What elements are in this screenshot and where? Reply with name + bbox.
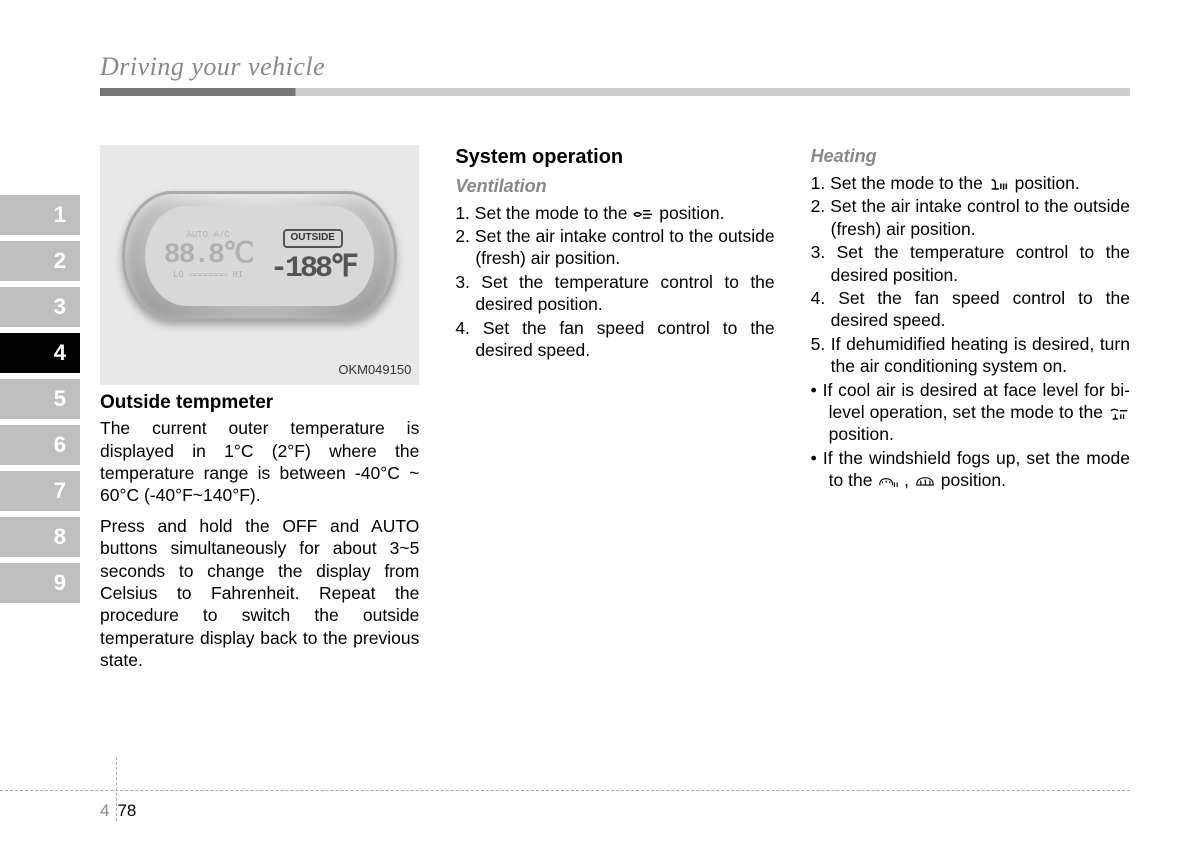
heat-step-4: 4. Set the fan speed control to the desi… xyxy=(811,287,1130,332)
outside-temp-value: -188℉ xyxy=(270,250,356,288)
tab-4[interactable]: 4 xyxy=(0,333,80,373)
heat-step-1: 1. Set the mode to the position. xyxy=(811,172,1130,194)
column-3: Heating 1. Set the mode to the position.… xyxy=(811,145,1130,680)
vent-step-1a: 1. Set the mode to the xyxy=(455,203,632,223)
tab-1[interactable]: 1 xyxy=(0,195,80,235)
lcd-right-cluster: OUTSIDE -188℉ xyxy=(270,223,356,288)
heat-step-1a: 1. Set the mode to the xyxy=(811,173,988,193)
set-temp-value: 88.8℃ xyxy=(164,241,253,272)
heating-notes: If cool air is desired at face level for… xyxy=(811,379,1130,492)
footer-rule xyxy=(0,790,1130,791)
climate-display-figure: AUTO A/C 88.8℃ LO ▭▭▭▭▭▭▭ HI OUTSIDE -18… xyxy=(100,145,419,385)
ventilation-steps: 1. Set the mode to the position. 2. Set … xyxy=(455,202,774,362)
heating-steps: 1. Set the mode to the position. 2. Set … xyxy=(811,172,1130,378)
tab-5[interactable]: 5 xyxy=(0,379,80,419)
tab-3[interactable]: 3 xyxy=(0,287,80,327)
page-number: 4 78 xyxy=(100,801,1130,821)
face-vent-icon xyxy=(632,208,654,221)
tab-6[interactable]: 6 xyxy=(0,425,80,465)
vent-step-1: 1. Set the mode to the position. xyxy=(455,202,774,224)
defrost-icon xyxy=(914,475,936,488)
heat-step-3: 3. Set the temperature control to the de… xyxy=(811,241,1130,286)
heat-note-2: If the windshield fogs up, set the mode … xyxy=(811,447,1130,492)
tab-9[interactable]: 9 xyxy=(0,563,80,603)
footer-vline xyxy=(116,757,117,821)
tab-7[interactable]: 7 xyxy=(0,471,80,511)
page-header: Driving your vehicle xyxy=(100,52,1130,96)
content-columns: AUTO A/C 88.8℃ LO ▭▭▭▭▭▭▭ HI OUTSIDE -18… xyxy=(100,145,1130,680)
outside-tempmeter-heading: Outside tempmeter xyxy=(100,391,419,415)
heat-step-2: 2. Set the air intake control to the out… xyxy=(811,195,1130,240)
floor-defrost-icon xyxy=(877,475,899,488)
tempmeter-p1: The current outer temperature is display… xyxy=(100,417,419,507)
ventilation-heading: Ventilation xyxy=(455,175,774,198)
heat-note-1a: If cool air is desired at face level for… xyxy=(823,380,1130,422)
column-1: AUTO A/C 88.8℃ LO ▭▭▭▭▭▭▭ HI OUTSIDE -18… xyxy=(100,145,419,680)
page-footer: 4 78 xyxy=(0,790,1130,821)
vent-step-3: 3. Set the temperature control to the de… xyxy=(455,271,774,316)
bilevel-vent-icon xyxy=(1108,407,1130,420)
heat-step-5: 5. If dehumidified heating is desired, t… xyxy=(811,333,1130,378)
fan-bar: LO ▭▭▭▭▭▭▭ HI xyxy=(164,271,253,281)
heat-note-2b: , xyxy=(899,470,914,490)
chapter-tabs: 1 2 3 4 5 6 7 8 9 xyxy=(0,195,80,603)
column-2: System operation Ventilation 1. Set the … xyxy=(455,145,774,680)
heating-heading: Heating xyxy=(811,145,1130,168)
tab-8[interactable]: 8 xyxy=(0,517,80,557)
system-operation-heading: System operation xyxy=(455,145,774,171)
display-bezel: AUTO A/C 88.8℃ LO ▭▭▭▭▭▭▭ HI OUTSIDE -18… xyxy=(122,191,397,321)
display-lcd: AUTO A/C 88.8℃ LO ▭▭▭▭▭▭▭ HI OUTSIDE -18… xyxy=(145,206,374,306)
heat-note-1b: position. xyxy=(829,424,894,444)
floor-vent-icon xyxy=(988,178,1010,191)
heat-step-1b: position. xyxy=(1010,173,1080,193)
heat-note-1: If cool air is desired at face level for… xyxy=(811,379,1130,446)
footer-page: 78 xyxy=(117,801,136,821)
figure-id: OKM049150 xyxy=(338,362,411,379)
outside-label: OUTSIDE xyxy=(283,229,343,248)
lcd-left-cluster: AUTO A/C 88.8℃ LO ▭▭▭▭▭▭▭ HI xyxy=(164,231,253,282)
tempmeter-p2: Press and hold the OFF and AUTO buttons … xyxy=(100,515,419,672)
chapter-title: Driving your vehicle xyxy=(100,52,1130,82)
vent-step-4: 4. Set the fan speed control to the desi… xyxy=(455,317,774,362)
footer-chapter: 4 xyxy=(100,801,109,821)
header-rule xyxy=(100,88,1130,96)
tab-2[interactable]: 2 xyxy=(0,241,80,281)
vent-step-2: 2. Set the air intake control to the out… xyxy=(455,225,774,270)
heat-note-2c: position. xyxy=(936,470,1006,490)
vent-step-1b: position. xyxy=(654,203,724,223)
